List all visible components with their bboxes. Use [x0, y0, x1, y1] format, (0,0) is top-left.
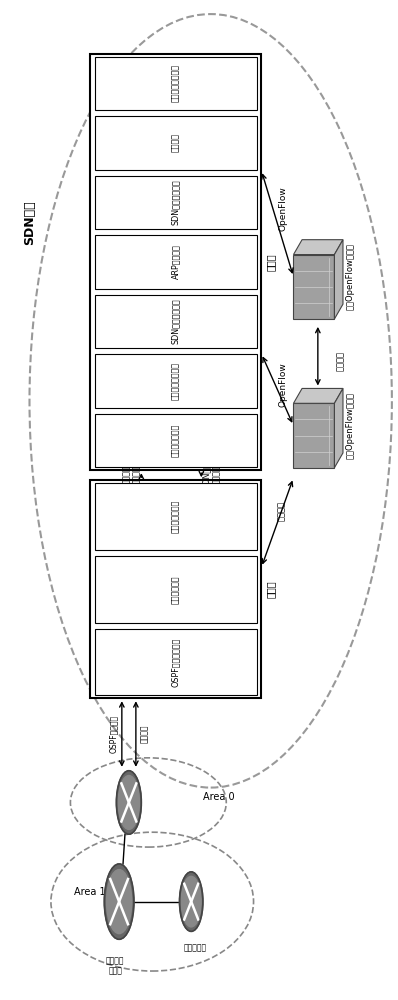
Bar: [293, 403, 334, 468]
Polygon shape: [293, 240, 343, 255]
Text: SDN拓扑发现模块: SDN拓扑发现模块: [171, 299, 180, 344]
Text: 传统网络
连接信息: 传统网络 连接信息: [122, 466, 141, 484]
Text: 转换器通信模块: 转换器通信模块: [171, 500, 180, 533]
Text: SDN网络操作模块: SDN网络操作模块: [171, 180, 180, 225]
Text: 边界OpenFlow交换机: 边界OpenFlow交换机: [345, 392, 355, 459]
Text: SDN区域: SDN区域: [23, 200, 36, 245]
Text: Area 1: Area 1: [74, 887, 106, 897]
Bar: [293, 255, 334, 319]
Bar: [95, 354, 257, 408]
Text: 控制器通信模块: 控制器通信模块: [171, 424, 180, 457]
Text: ARP代理模块: ARP代理模块: [171, 245, 180, 279]
Text: 区域边界
路由器: 区域边界 路由器: [106, 956, 125, 976]
Text: 内部路由器: 内部路由器: [183, 943, 207, 952]
Bar: [95, 414, 257, 467]
Circle shape: [181, 876, 201, 927]
Text: 日志模块: 日志模块: [171, 133, 180, 152]
Bar: [95, 116, 257, 170]
Text: OpenFlow: OpenFlow: [278, 186, 287, 231]
Bar: [95, 235, 257, 289]
Bar: [95, 295, 257, 348]
Polygon shape: [334, 240, 343, 319]
Bar: [90, 480, 261, 698]
Text: SDN网络
连接信息: SDN网络 连接信息: [201, 462, 221, 488]
Text: 数据流量: 数据流量: [336, 351, 345, 371]
Text: Area 0: Area 0: [203, 792, 234, 802]
Circle shape: [118, 775, 139, 829]
Circle shape: [116, 771, 141, 834]
Text: 控制器: 控制器: [266, 253, 276, 271]
Bar: [95, 176, 257, 229]
Circle shape: [107, 870, 132, 934]
Circle shape: [179, 872, 203, 931]
Bar: [95, 629, 257, 695]
Text: 流表项目管理应用: 流表项目管理应用: [171, 64, 180, 103]
Text: 可达网络提取模块: 可达网络提取模块: [171, 362, 180, 400]
Text: 内部OpenFlow交换机: 内部OpenFlow交换机: [345, 243, 355, 310]
Text: 数据流量: 数据流量: [140, 725, 149, 743]
Text: 转换器: 转换器: [266, 580, 276, 598]
Bar: [95, 556, 257, 623]
Text: OpenFlow: OpenFlow: [278, 362, 287, 407]
Text: OSPF协议守护进程: OSPF协议守护进程: [171, 637, 180, 687]
Polygon shape: [293, 388, 343, 403]
Text: 信息转换模块: 信息转换模块: [171, 575, 180, 603]
Polygon shape: [334, 388, 343, 468]
Bar: [95, 57, 257, 110]
Circle shape: [104, 864, 134, 939]
Text: 数据流量: 数据流量: [277, 501, 286, 521]
Bar: [95, 483, 257, 550]
Bar: [90, 54, 261, 470]
Text: OSPF协议报文: OSPF协议报文: [109, 715, 118, 753]
